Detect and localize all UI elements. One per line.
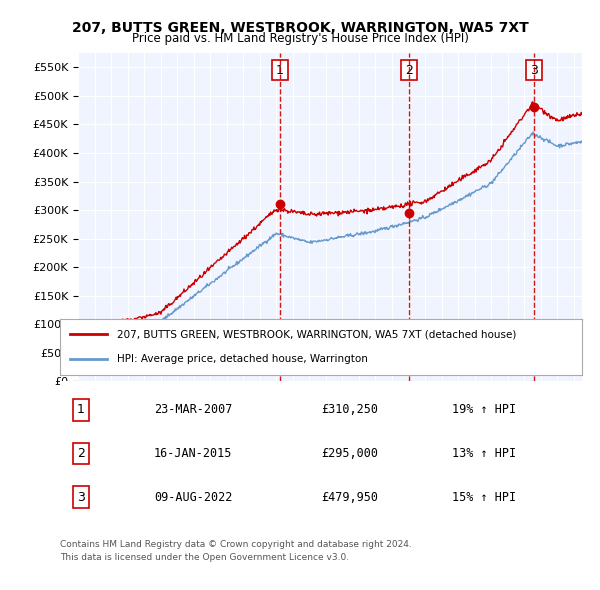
Text: 3: 3 xyxy=(530,64,538,77)
Text: Contains HM Land Registry data © Crown copyright and database right 2024.: Contains HM Land Registry data © Crown c… xyxy=(60,540,412,549)
Text: 15% ↑ HPI: 15% ↑ HPI xyxy=(452,491,515,504)
Text: 2: 2 xyxy=(77,447,85,460)
Text: 207, BUTTS GREEN, WESTBROOK, WARRINGTON, WA5 7XT: 207, BUTTS GREEN, WESTBROOK, WARRINGTON,… xyxy=(71,21,529,35)
Text: 2: 2 xyxy=(405,64,413,77)
Text: 09-AUG-2022: 09-AUG-2022 xyxy=(154,491,232,504)
Text: £479,950: £479,950 xyxy=(321,491,378,504)
Text: 23-MAR-2007: 23-MAR-2007 xyxy=(154,403,232,417)
Text: Price paid vs. HM Land Registry's House Price Index (HPI): Price paid vs. HM Land Registry's House … xyxy=(131,32,469,45)
Text: This data is licensed under the Open Government Licence v3.0.: This data is licensed under the Open Gov… xyxy=(60,553,349,562)
Text: £310,250: £310,250 xyxy=(321,403,378,417)
Text: 13% ↑ HPI: 13% ↑ HPI xyxy=(452,447,515,460)
Text: 1: 1 xyxy=(77,403,85,417)
Text: 16-JAN-2015: 16-JAN-2015 xyxy=(154,447,232,460)
Text: £295,000: £295,000 xyxy=(321,447,378,460)
Text: 1: 1 xyxy=(276,64,284,77)
Text: 19% ↑ HPI: 19% ↑ HPI xyxy=(452,403,515,417)
Text: HPI: Average price, detached house, Warrington: HPI: Average price, detached house, Warr… xyxy=(118,354,368,364)
Text: 3: 3 xyxy=(77,491,85,504)
Text: 207, BUTTS GREEN, WESTBROOK, WARRINGTON, WA5 7XT (detached house): 207, BUTTS GREEN, WESTBROOK, WARRINGTON,… xyxy=(118,329,517,339)
